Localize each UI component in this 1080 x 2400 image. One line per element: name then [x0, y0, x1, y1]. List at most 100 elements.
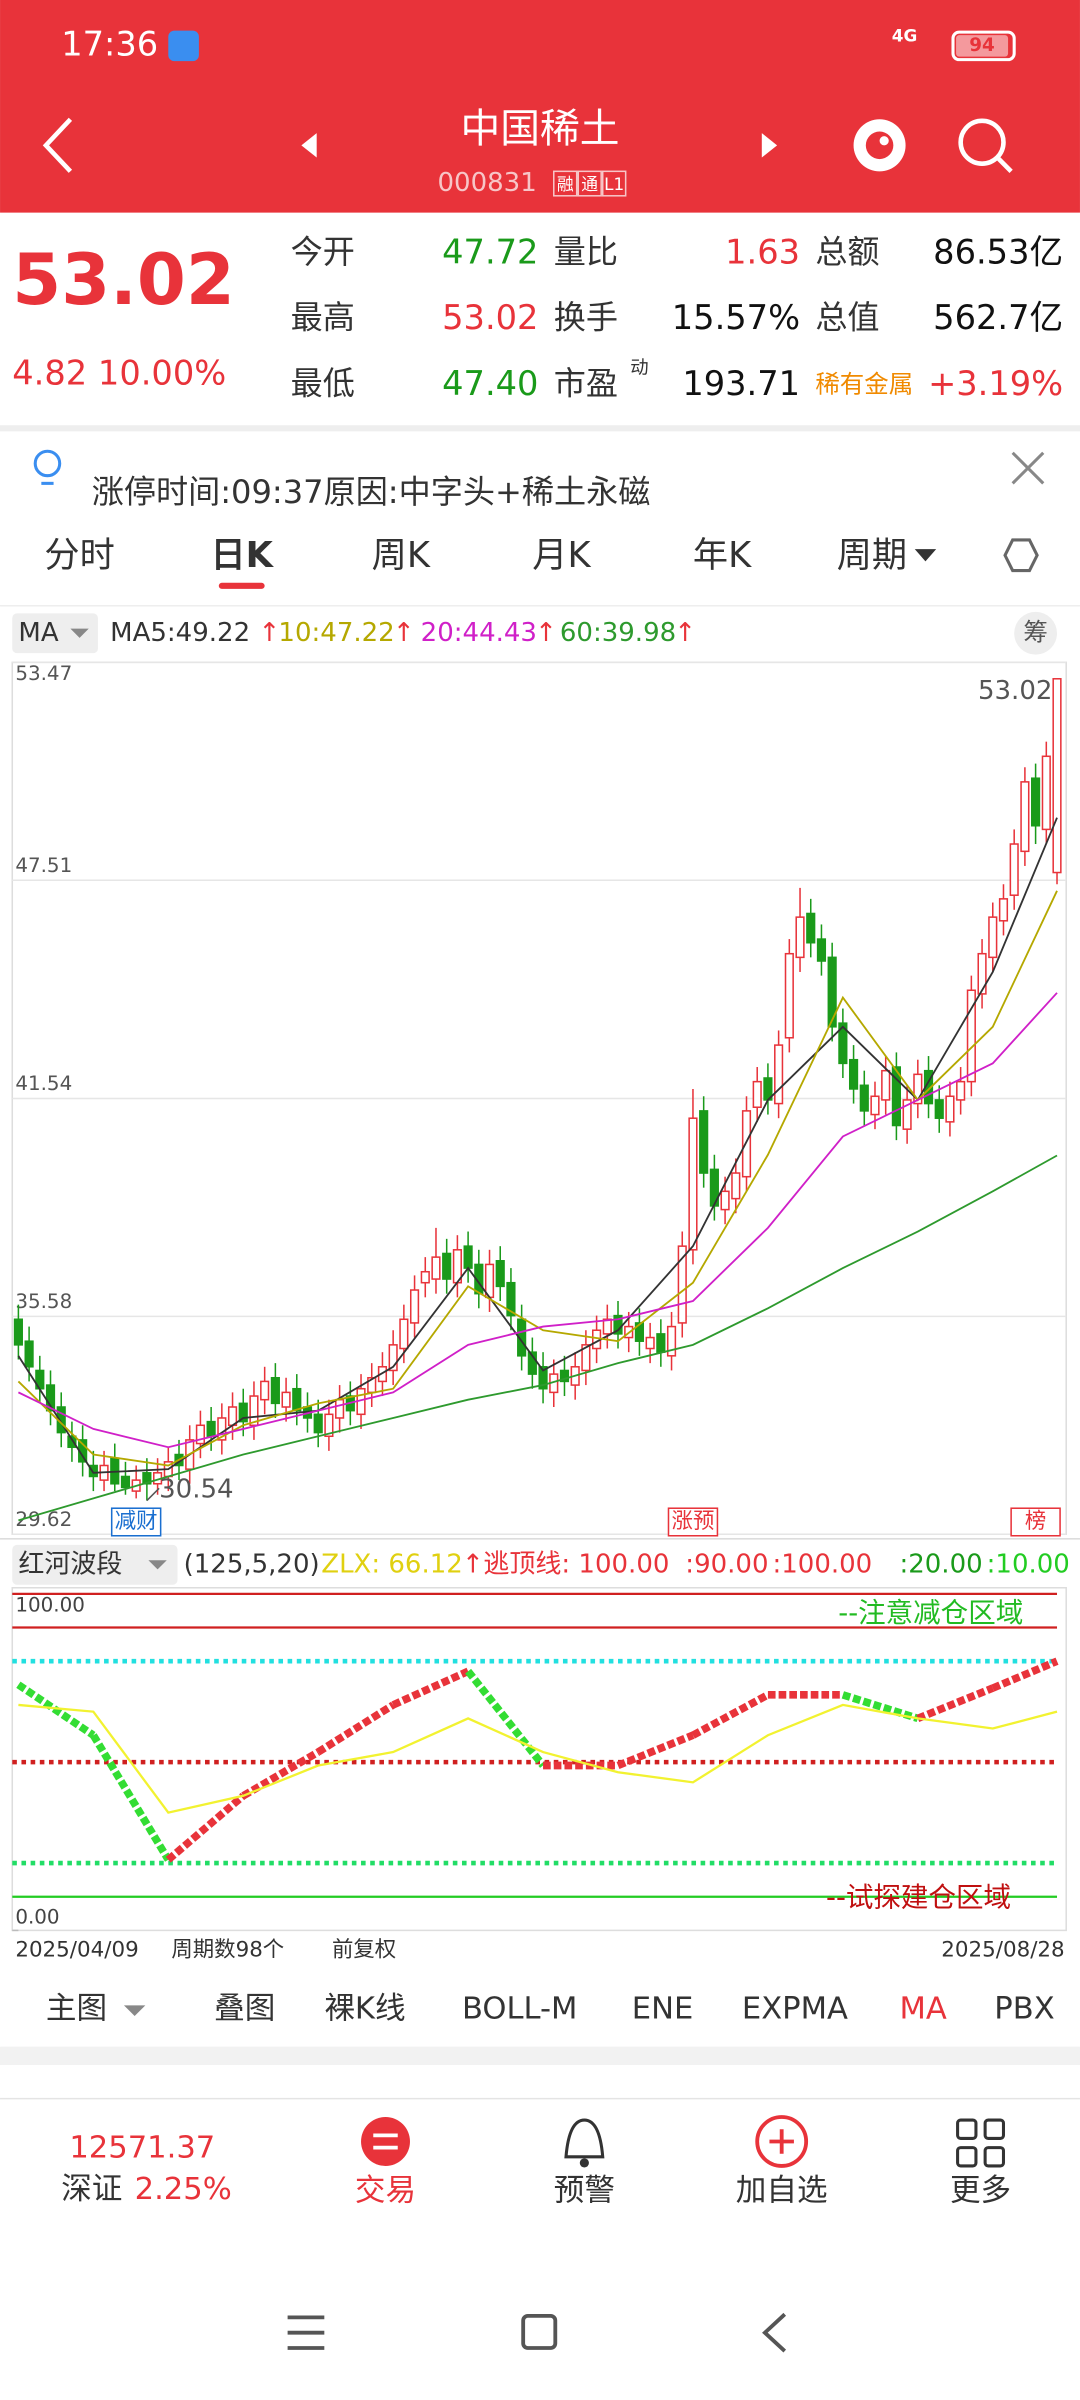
wave-segment: [16, 1681, 96, 1739]
stat-label: 换手: [554, 299, 618, 337]
menu-button[interactable]: [287, 2315, 325, 2350]
legend-arrow: ↑: [259, 618, 281, 648]
trade-icon[interactable]: [361, 2117, 410, 2166]
candle-body: [966, 989, 976, 1083]
ma-selector-bg[interactable]: [12, 613, 98, 654]
legend-entry: 60:39.98: [560, 618, 676, 648]
candle-body: [859, 1084, 869, 1112]
tab[interactable]: 周K: [372, 535, 431, 576]
toolbar-item[interactable]: EXPMA: [742, 1991, 848, 2026]
high-label: 53.02: [978, 676, 1052, 706]
candle-body: [517, 1318, 527, 1357]
back-nav-button[interactable]: [762, 2312, 787, 2353]
candle-body: [67, 1435, 77, 1448]
toolbar-item[interactable]: ENE: [632, 1991, 694, 2026]
stat-label: 最低: [291, 364, 355, 402]
prev-stock[interactable]: [301, 133, 317, 158]
index-value[interactable]: 12571.37: [69, 2131, 215, 2166]
tab[interactable]: 日K: [211, 535, 275, 576]
divider: [0, 425, 1080, 432]
badge: L1: [604, 174, 624, 194]
y-tick-label: 41.54: [15, 1072, 72, 1095]
ma-line: [17, 992, 1058, 1449]
candle-body: [399, 1318, 409, 1350]
news-text: 涨停时间:09:37原因:中字头+稀土永磁: [92, 473, 651, 511]
candle-body: [806, 912, 816, 944]
candle-body: [1052, 678, 1062, 874]
candle-body: [270, 1376, 280, 1405]
event-tag[interactable]: 榜: [1025, 1509, 1046, 1534]
toolbar-item[interactable]: PBX: [994, 1991, 1054, 2026]
start-date: 2025/04/09: [15, 1937, 138, 1962]
stock-name: 中国稀土: [460, 106, 619, 152]
close-news[interactable]: [1011, 451, 1045, 485]
nav-item[interactable]: 加自选: [736, 2173, 828, 2208]
low-label: 30.54: [159, 1474, 233, 1504]
event-tag[interactable]: 减财: [115, 1509, 158, 1534]
low-pointer: [146, 1487, 160, 1502]
add-watch-icon[interactable]: [755, 2115, 809, 2168]
candle-body: [784, 952, 794, 1039]
y-tick-label: 100.00: [15, 1594, 85, 1617]
stat-value: 47.72: [442, 232, 538, 271]
tab[interactable]: 月K: [532, 535, 591, 576]
tab[interactable]: 年K: [693, 535, 752, 576]
tab[interactable]: 分时: [44, 535, 114, 576]
zlx-line: [18, 1703, 1058, 1814]
y-tick-label: 35.58: [15, 1290, 72, 1313]
candle-body: [292, 1387, 302, 1412]
stat-value: 193.71: [682, 364, 800, 403]
next-stock[interactable]: [761, 133, 778, 158]
candle-body: [1031, 777, 1041, 827]
alert-icon[interactable]: [564, 2118, 605, 2168]
legend-arrow: ↑: [535, 618, 557, 648]
legend-entry: MA5:49.22: [110, 618, 250, 648]
indicator-param: 逃顶线: 100.00: [483, 1549, 669, 1579]
status-time: 17:36: [61, 24, 158, 63]
toolbar-item[interactable]: 主图: [46, 1991, 107, 2026]
dropdown-arrow: [148, 1560, 167, 1570]
toolbar-item[interactable]: 裸K线: [324, 1991, 405, 2026]
candle-body: [795, 916, 805, 959]
search-icon[interactable]: [958, 118, 1013, 173]
toolbar-item[interactable]: MA: [899, 1991, 946, 2026]
index-change[interactable]: 2.25%: [135, 2172, 232, 2207]
zlx-value: ZLX: 66.12: [321, 1549, 463, 1579]
home-button[interactable]: [521, 2313, 558, 2350]
event-tag-box[interactable]: [1010, 1507, 1061, 1537]
toolbar-item[interactable]: 叠图: [214, 1991, 275, 2026]
event-tag-box[interactable]: [667, 1507, 719, 1537]
wave-segment: [691, 1691, 770, 1739]
app-icon: [168, 30, 199, 62]
index-name[interactable]: 深证: [61, 2172, 122, 2207]
bulb-icon: [33, 449, 62, 485]
candle-body: [463, 1245, 473, 1269]
y-tick-label: 47.51: [15, 854, 72, 877]
mascot-icon[interactable]: [853, 119, 906, 172]
event-tag[interactable]: 涨预: [672, 1509, 715, 1534]
tab[interactable]: 周期: [837, 535, 907, 576]
network: 4G: [892, 26, 918, 46]
divider: [0, 2046, 1080, 2066]
candle-body: [1020, 781, 1030, 853]
more-icon[interactable]: [956, 2118, 1006, 2168]
candle-body: [431, 1256, 441, 1280]
stock-code: 000831: [438, 168, 537, 198]
candle-body: [249, 1395, 259, 1427]
back-button[interactable]: [42, 117, 73, 173]
candle-body: [998, 898, 1009, 922]
stat-value: 1.63: [725, 232, 800, 271]
indicator-name: 红河波段: [18, 1549, 122, 1579]
nav-item[interactable]: 交易: [355, 2173, 416, 2208]
chip-button-bg[interactable]: [1014, 611, 1058, 655]
nav-item[interactable]: 更多: [950, 2173, 1011, 2208]
wave-segment: [316, 1701, 396, 1756]
indicator-selector-bg[interactable]: [12, 1544, 178, 1585]
settings-icon[interactable]: [1003, 538, 1039, 573]
nav-item[interactable]: 预警: [554, 2173, 615, 2208]
y-tick-label: 53.47: [15, 662, 72, 685]
candle-body: [559, 1369, 570, 1383]
toolbar-item[interactable]: BOLL-M: [462, 1991, 577, 2026]
event-tag-box[interactable]: [110, 1507, 162, 1537]
